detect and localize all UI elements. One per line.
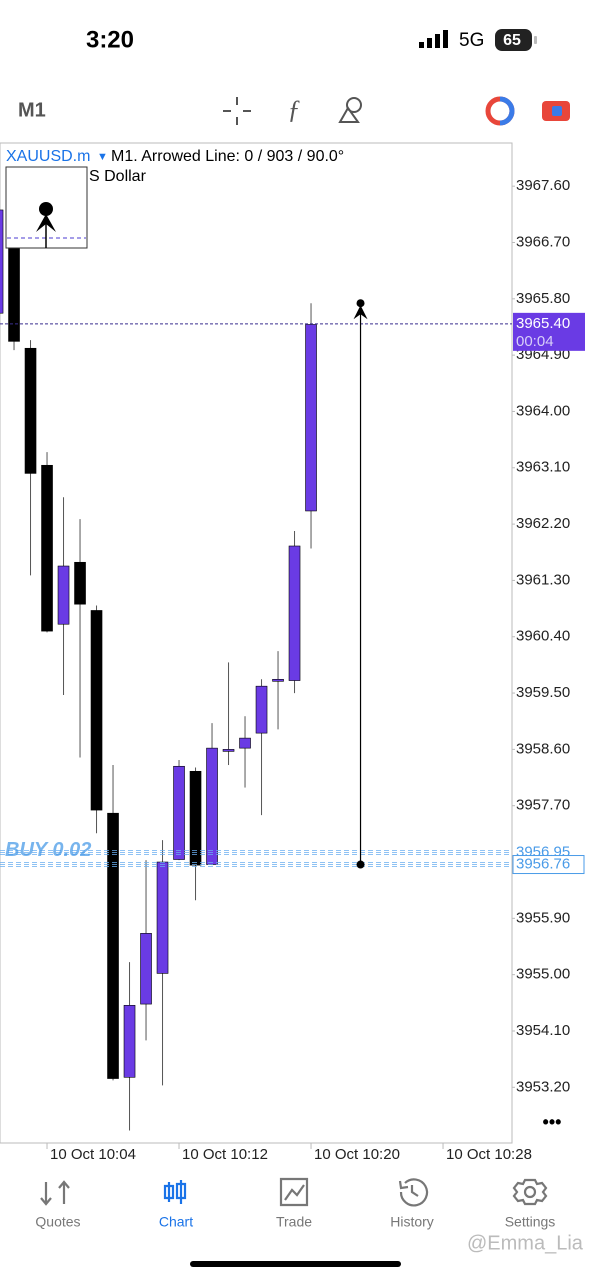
candle-body (0, 209, 4, 314)
candle-body (206, 747, 218, 865)
tab-label[interactable]: Settings (505, 1214, 556, 1230)
y-tick-label: 3966.70 (516, 233, 570, 250)
y-tick-label: 3955.00 (516, 966, 570, 983)
candle-body (41, 464, 53, 632)
objects-icon[interactable] (338, 97, 362, 123)
candle-body (255, 685, 268, 734)
tab-label[interactable]: Trade (276, 1214, 312, 1230)
tab-icon[interactable] (279, 1177, 309, 1207)
y-tick-label: 3954.10 (516, 1022, 570, 1039)
y-tick-label: 3963.10 (516, 459, 570, 476)
y-tick-label: 3953.20 (516, 1078, 570, 1095)
candle-body (8, 247, 20, 342)
signal-icon (419, 30, 448, 48)
candle-body (305, 324, 317, 512)
trade-icon[interactable] (542, 101, 570, 121)
position-price-box (512, 855, 585, 875)
bid-label-box (513, 312, 585, 351)
symbol-dropdown[interactable]: ▼ (97, 151, 108, 163)
symbol-description: S Dollar (89, 168, 147, 185)
bid-timer: 00:04 (516, 333, 554, 350)
battery-icon (495, 29, 532, 51)
network: 5G (459, 30, 484, 51)
y-tick-label: 3962.20 (516, 515, 570, 532)
arrow-start (356, 860, 365, 869)
candle-body (288, 545, 301, 681)
tab-icon[interactable] (163, 1180, 187, 1204)
tab-icon[interactable] (398, 1178, 429, 1207)
x-tick-label: 10 Oct 10:12 (182, 1146, 268, 1163)
x-tick-label: 10 Oct 10:28 (446, 1146, 532, 1163)
watermark: @Emma_Lia (467, 1232, 584, 1254)
candle-body (24, 347, 37, 474)
candle-body (156, 861, 169, 974)
x-tick-label: 10 Oct 10:04 (50, 1146, 136, 1163)
y-tick-label: 3959.50 (516, 684, 570, 701)
object-preview (5, 166, 88, 249)
y-tick-label: 3961.30 (516, 571, 570, 588)
candle-body (272, 678, 284, 682)
candle-body (57, 565, 70, 625)
battery-level: 65 (503, 32, 521, 49)
y-tick-label: 3955.90 (516, 909, 570, 926)
more-button[interactable]: ••• (543, 1112, 562, 1132)
chart-frame (0, 142, 513, 1144)
candle-body (239, 737, 251, 749)
object-info: M1. Arrowed Line: 0 / 903 / 90.0° (111, 148, 344, 165)
crosshair-icon[interactable] (223, 97, 251, 125)
candle-body (222, 749, 235, 752)
candle-body (173, 765, 185, 860)
timeframe[interactable]: M1 (18, 99, 46, 121)
home-indicator (190, 1261, 401, 1267)
position-label: BUY 0.02 (5, 839, 91, 861)
y-tick-label: 3965.80 (516, 290, 570, 307)
candle-body (140, 933, 152, 1005)
candle-body (123, 1005, 136, 1078)
y-tick-label: 3958.60 (516, 740, 570, 757)
tab-label[interactable]: Chart (159, 1214, 193, 1230)
symbol[interactable]: XAUUSD.m (6, 148, 90, 165)
position-price-label: 3956.76 (516, 855, 570, 872)
battery-tip (534, 36, 537, 44)
tab-label[interactable]: History (390, 1214, 434, 1230)
tab-icon[interactable] (512, 1178, 548, 1206)
y-tick-label: 3957.70 (516, 797, 570, 814)
x-tick-label: 10 Oct 10:20 (314, 1146, 400, 1163)
clock: 3:20 (86, 26, 134, 53)
tab-icon[interactable] (40, 1180, 70, 1206)
candle-body (107, 812, 119, 1079)
y-tick-label: 3964.00 (516, 402, 570, 419)
account-icon[interactable] (485, 96, 515, 126)
y-tick-label: 3960.40 (516, 628, 570, 645)
indicator-icon[interactable]: ƒ (288, 95, 301, 124)
candle-body (189, 770, 202, 866)
arrow-head (353, 305, 368, 320)
tab-bar: Quotes Chart Trade History Settings (35, 1177, 556, 1230)
y-tick-label: 3967.60 (516, 177, 570, 194)
candle-body (90, 610, 103, 811)
tab-label[interactable]: Quotes (35, 1214, 80, 1230)
candle-body (74, 561, 86, 605)
arrow-end (356, 299, 365, 308)
bid-label: 3965.40 (516, 315, 570, 332)
plot (0, 209, 512, 1131)
